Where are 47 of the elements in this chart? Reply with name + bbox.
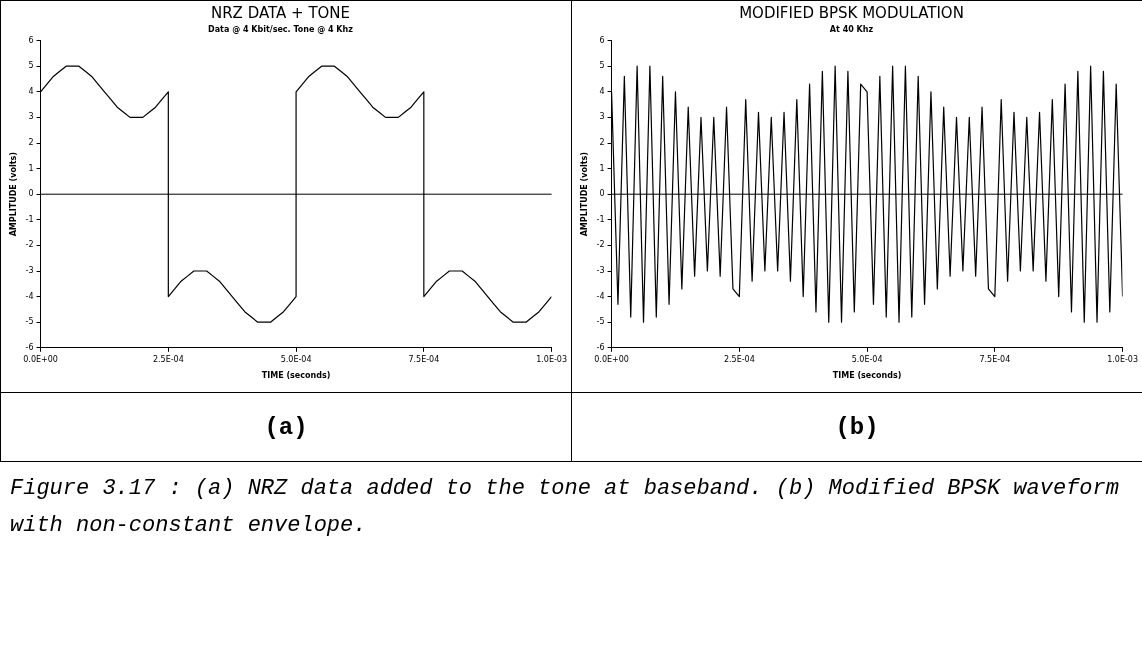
y-tick-label: 3 [28,112,34,122]
y-tick-label: 2 [599,138,605,148]
y-tick-label: -2 [596,240,605,250]
x-tick-label: 2.5E-04 [152,354,184,364]
x-tick-label: 1.0E-03 [1107,354,1138,364]
y-tick-label: 6 [28,35,34,45]
y-tick-label: 1 [599,163,605,173]
y-tick-label: 5 [599,61,605,71]
x-tick-label: 0.0E+00 [23,354,58,364]
y-tick-label: -5 [596,317,605,327]
y-tick-label: 6 [599,35,605,45]
y-tick-label: -3 [596,266,605,276]
y-tick-label: 3 [599,112,605,122]
y-tick-label: -4 [25,291,34,301]
chart-subtitle: At 40 Khz [829,24,874,34]
x-tick-label: 5.0E-04 [851,354,883,364]
y-tick-label: 4 [28,86,34,96]
y-tick-label: 1 [28,163,34,173]
y-tick-label: 0 [599,189,605,199]
y-tick-label: -6 [596,342,605,352]
y-tick-label: 2 [28,138,34,148]
x-axis-title: TIME (seconds) [832,371,902,381]
x-tick-label: 7.5E-04 [979,354,1011,364]
y-axis-title: AMPLITUDE (volts) [8,152,18,237]
y-tick-label: -1 [25,214,34,224]
caption: Figure 3.17 : (a) NRZ data added to the tone at baseband. (b) Modified BPSK waveform with non-constant envelope. [10,475,1120,540]
x-axis-title: TIME (seconds) [261,371,331,381]
text: (a) [0,392,572,462]
y-axis-title: AMPLITUDE (volts) [579,152,589,237]
x-tick-label: 7.5E-04 [408,354,440,364]
y-tick-label: -6 [25,342,34,352]
y-tick-label: -2 [25,240,34,250]
x-tick-label: 2.5E-04 [723,354,755,364]
chart-title: NRZ DATA + TONE [210,3,351,22]
chart-title: MODIFIED BPSK MODULATION [739,3,964,22]
y-tick-label: 5 [28,61,34,71]
y-tick-label: -1 [596,214,605,224]
text: (b) [571,392,1142,462]
y-tick-label: 4 [599,86,605,96]
y-tick-label: -4 [596,291,605,301]
y-tick-label: -3 [25,266,34,276]
y-tick-label: 0 [28,189,34,199]
x-tick-label: 5.0E-04 [280,354,312,364]
x-tick-label: 0.0E+00 [594,354,629,364]
chart-subtitle: Data @ 4 Kbit/sec. Tone @ 4 Khz [208,24,354,34]
x-tick-label: 1.0E-03 [536,354,567,364]
y-tick-label: -5 [25,317,34,327]
